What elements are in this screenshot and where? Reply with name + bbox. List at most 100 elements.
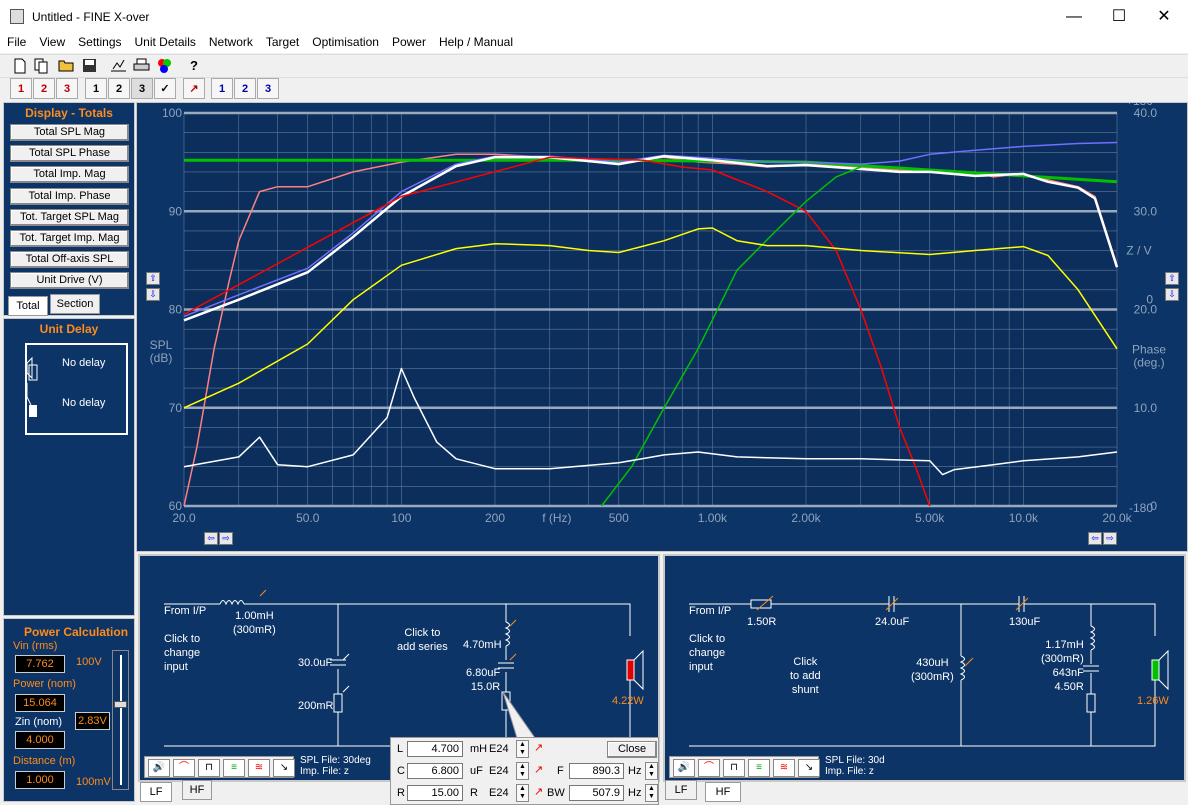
editor-l-spinner[interactable]: ▲ ▼ [516,740,529,758]
probe-icon[interactable]: ↘ [798,759,820,777]
level-slider-handle[interactable] [114,701,127,708]
distance-value[interactable]: 1.000 [15,771,65,789]
chart-scroll-up-right[interactable]: ⇧ [1165,272,1179,285]
save-icon[interactable] [78,55,100,77]
speaker-icon[interactable]: 🔊 [148,759,170,777]
lf-click-change-input[interactable]: Click to change input [164,633,201,673]
menu-settings[interactable]: Settings [78,35,122,49]
zin-value[interactable]: 4.000 [15,731,65,749]
chart-scroll-up-left[interactable]: ⇧ [146,272,160,285]
total-imp-phase-button[interactable]: Total Imp. Phase [10,188,129,205]
probe-icon[interactable]: ↘ [273,759,295,777]
lf-comp-cap-2[interactable]: 6.80uF 15.0R [466,667,501,693]
lf-comp-inductor-2[interactable]: 4.70mH [463,639,502,651]
unit-3-icon[interactable]: 3 [56,78,78,99]
hf-click-change-input[interactable]: Click to change input [689,633,726,673]
editor-r-spinner[interactable]: ▲ ▼ [516,784,529,802]
tot-target-spl-mag-button[interactable]: Tot. Target SPL Mag [10,209,129,226]
editor-c-spinner[interactable]: ▲ ▼ [516,762,529,780]
menu-network[interactable]: Network [208,35,253,49]
total-off-axis-spl-button[interactable]: Total Off-axis SPL [10,251,129,268]
help-icon[interactable]: ? [190,58,198,73]
editor-l-tune-icon[interactable]: ↗ [534,742,544,754]
zobel-icon[interactable]: ≡ [748,759,770,777]
y-tick-label: 70 [169,401,183,415]
chart-scroll-down-right[interactable]: ⇩ [1165,288,1179,301]
total-spl-mag-button[interactable]: Total SPL Mag [10,124,129,141]
chart-scroll-left-1[interactable]: ⇦ [204,532,218,545]
chart-scroll-down-left[interactable]: ⇩ [146,288,160,301]
bandpass-icon[interactable]: ⊓ [723,759,745,777]
lf-click-add-series[interactable]: Click to add series [397,627,448,653]
check-icon[interactable]: ✓ [154,78,176,99]
unit-data-2-icon[interactable]: 2 [234,78,256,99]
editor-c-tune-icon[interactable]: ↗ [534,764,544,776]
zobel-icon[interactable]: ≡ [223,759,245,777]
editor-f-value[interactable]: 890.3 [569,763,624,779]
editor-f-spinner[interactable]: ▲ ▼ [645,762,658,780]
unit-data-1-icon[interactable]: 1 [211,78,233,99]
hf-click-add-shunt[interactable]: Click to add shunt [790,656,821,696]
chart-scroll-left-2[interactable]: ⇦ [1088,532,1102,545]
editor-r-tune-icon[interactable]: ↗ [534,786,544,798]
copy-icon[interactable] [31,55,53,77]
section-2-icon[interactable]: 2 [108,78,130,99]
notch-icon[interactable]: ≋ [248,759,270,777]
speaker-icon[interactable]: 🔊 [673,759,695,777]
new-icon[interactable] [9,55,31,77]
hf-comp-cap-2[interactable]: 130uF [1009,616,1041,628]
editor-bw-spinner[interactable]: ▲ ▼ [645,784,658,802]
print-icon[interactable] [130,55,152,77]
menu-optimisation[interactable]: Optimisation [312,35,379,49]
delay-box[interactable]: No delay No delay [25,343,128,435]
tot-target-imp-mag-button[interactable]: Tot. Target Imp. Mag [10,230,129,247]
hf-comp-branch-2[interactable]: 1.17mH (300mR) 643nF 4.50R [1041,639,1084,693]
level-slider[interactable] [112,650,129,790]
hf-comp-res-1[interactable]: 1.50R [747,616,777,628]
colors-icon[interactable] [153,55,175,77]
menu-help[interactable]: Help / Manual [438,35,513,49]
tab-lf-2[interactable]: LF [665,780,697,800]
tab-lf[interactable]: LF [140,782,172,802]
editor-c-value[interactable]: 6.800 [407,763,463,779]
hf-comp-cap-1[interactable]: 24.0uF [875,616,910,628]
editor-close-button[interactable]: Close [607,741,657,758]
lf-comp-res-1[interactable]: 200mR [298,700,334,712]
lf-comp-cap-1[interactable]: 30.0uF [298,657,333,669]
maximize-button[interactable]: ☐ [1111,8,1127,25]
total-imp-mag-button[interactable]: Total Imp. Mag [10,166,129,183]
measure-icon[interactable] [107,55,129,77]
menu-target[interactable]: Target [265,35,300,49]
menu-unit-details[interactable]: Unit Details [134,35,196,49]
chart-scroll-right-1[interactable]: ⇨ [219,532,233,545]
unit-2-icon[interactable]: 2 [33,78,55,99]
close-window-button[interactable]: ✕ [1157,8,1171,25]
export-icon[interactable]: ↗ [183,78,205,99]
hf-comp-inductor-1[interactable]: 430uH (300mR) [911,657,954,683]
editor-l-value[interactable]: 4.700 [407,741,463,757]
menu-view[interactable]: View [39,35,66,49]
unit-1-icon[interactable]: 1 [10,78,32,99]
unit-data-3-icon[interactable]: 3 [257,78,279,99]
total-spl-phase-button[interactable]: Total SPL Phase [10,145,129,162]
chart-scroll-right-2[interactable]: ⇨ [1103,532,1117,545]
bandpass-icon[interactable]: ⊓ [198,759,220,777]
tab-hf[interactable]: HF [182,780,212,800]
section-1-icon[interactable]: 1 [85,78,107,99]
minimize-button[interactable]: — [1066,8,1082,25]
vin-value[interactable]: 7.762 [15,655,65,673]
menu-power[interactable]: Power [391,35,426,49]
editor-bw-value[interactable]: 507.9 [569,785,624,801]
lowpass-icon[interactable]: ⌒ [173,759,195,777]
tab-section[interactable]: Section [50,294,100,314]
notch-icon[interactable]: ≋ [773,759,795,777]
open-icon[interactable] [55,55,77,77]
lf-comp-inductor-1[interactable]: 1.00mH (300mR) [233,610,276,636]
lowpass-icon[interactable]: ⌒ [698,759,720,777]
tab-total[interactable]: Total [8,296,48,316]
editor-r-value[interactable]: 15.00 [407,785,463,801]
tab-hf-2[interactable]: HF [705,782,741,802]
section-3-icon[interactable]: 3 [131,78,153,99]
menu-file[interactable]: File [7,35,27,49]
unit-drive-button[interactable]: Unit Drive (V) [10,272,129,289]
